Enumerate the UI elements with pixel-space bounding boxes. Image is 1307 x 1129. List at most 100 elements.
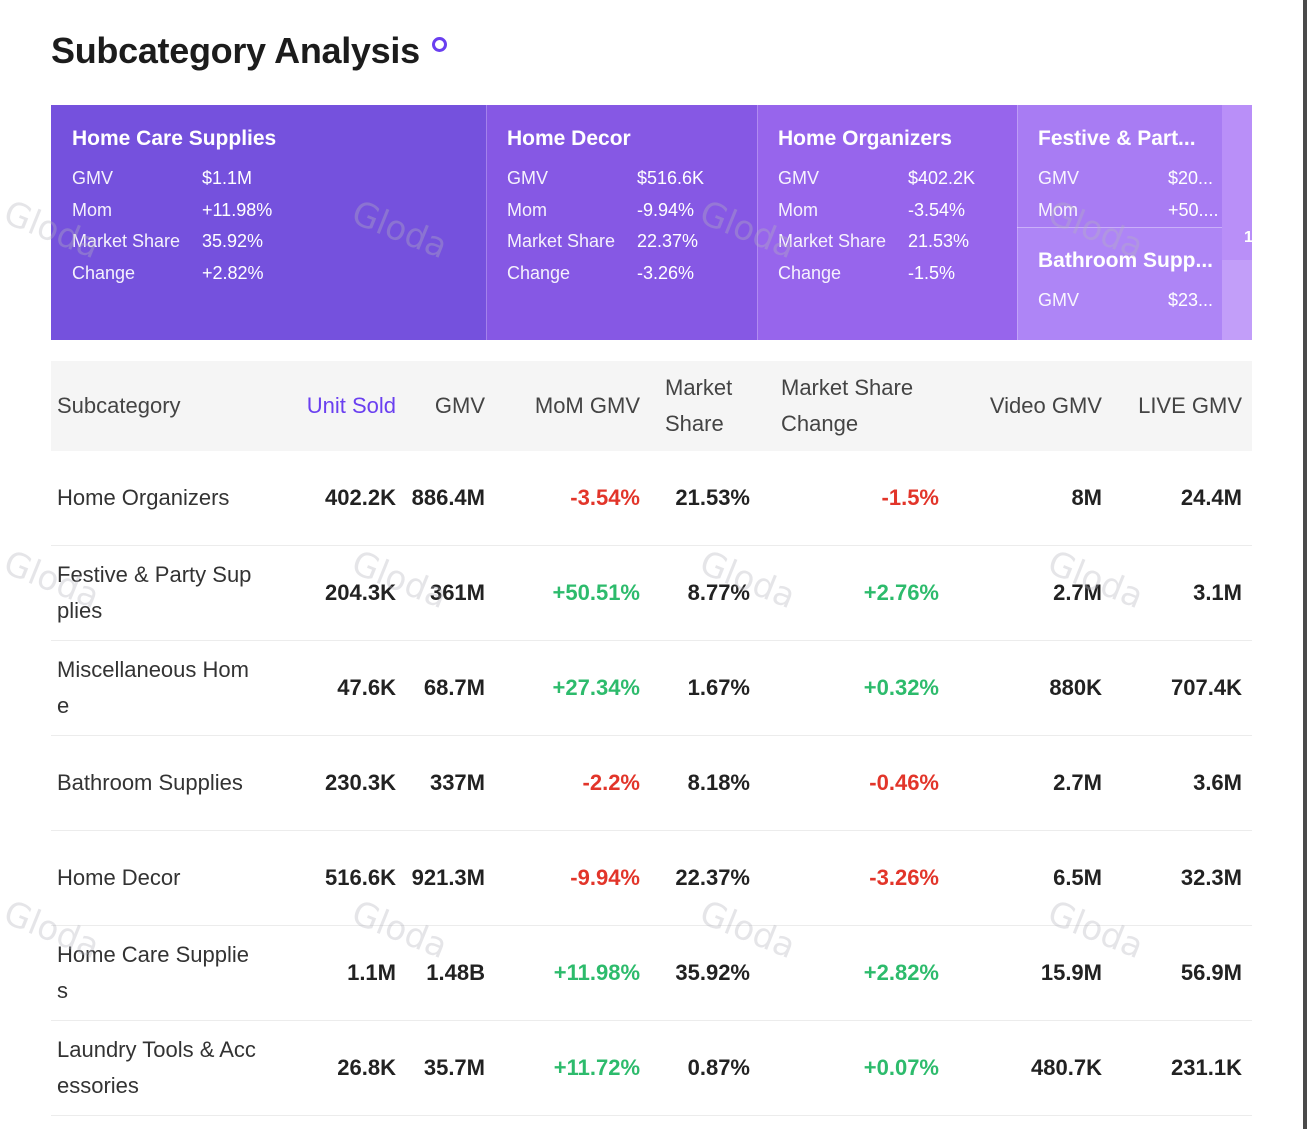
cell-video-gmv: 2.7M	[1053, 770, 1102, 795]
cell-market-share: 22.37%	[675, 865, 750, 890]
cell-live-gmv: 3.1M	[1193, 580, 1242, 605]
cell-subcategory: Bathroom Supplies	[57, 770, 243, 795]
header-subcategory: Subcategory	[57, 393, 181, 418]
tile-gmv-row: GMV $23...	[1038, 285, 1222, 317]
cell-market-share: 0.87%	[687, 1055, 750, 1080]
cell-market-share-change: +2.76%	[863, 580, 939, 605]
tile-key: GMV	[507, 168, 549, 188]
header-market-share-change[interactable]: Market Share Change	[781, 375, 914, 436]
tile-divider	[486, 105, 487, 340]
cell-live-gmv: 56.9M	[1180, 960, 1242, 985]
header-video-gmv[interactable]: Video GMV	[989, 393, 1102, 418]
cell-mom-gmv: +50.51%	[552, 580, 640, 605]
cell-live-gmv: 24.4M	[1180, 485, 1242, 510]
cell-market-share: 8.18%	[687, 770, 750, 795]
cell-unit-sold: 230.3K	[325, 770, 396, 795]
cell-video-gmv: 6.5M	[1053, 865, 1102, 890]
header-mom-gmv[interactable]: MoM GMV	[534, 393, 640, 418]
tile-value: +11.98%	[202, 199, 273, 220]
table-row[interactable]: Laundry Tools & Accessories 26.8K 35.7M …	[51, 1021, 1252, 1116]
tile-mom-row: Mom -9.94%	[507, 195, 757, 227]
cell-mom-gmv: -2.2%	[582, 770, 640, 795]
tile-key: Mom	[1038, 199, 1078, 220]
tile-title: Bathroom Supp...	[1038, 249, 1213, 272]
treemap-tile-festive-party[interactable]: Festive & Part... GMV $20... Mom +50....	[1017, 105, 1222, 227]
page-title: Subcategory Analysis	[51, 30, 420, 71]
cell-unit-sold: 516.6K	[325, 865, 396, 890]
tile-divider	[1017, 105, 1018, 340]
table-row[interactable]: Festive & Party Supplies 204.3K 361M +50…	[51, 546, 1252, 641]
tile-value: $1.1M	[202, 168, 253, 188]
cell-subcategory: Miscellaneous Home	[57, 657, 249, 718]
tile-key: Mom	[72, 199, 112, 220]
tile-mom-row: Mom +11.98%	[72, 195, 486, 227]
treemap-tile-small[interactable]: 1	[1222, 105, 1252, 260]
tile-share-row: Market Share 21.53%	[778, 226, 1017, 258]
cell-market-share-change: +2.82%	[863, 960, 939, 985]
cell-gmv: 921.3M	[411, 865, 485, 890]
tile-share-row: Market Share 22.37%	[507, 226, 757, 258]
treemap: Home Care Supplies GMV $1.1M Mom +11.98% M…	[51, 105, 1252, 340]
cell-market-share-change: +0.07%	[863, 1055, 939, 1080]
tile-key: GMV	[778, 168, 820, 188]
info-dot-icon[interactable]	[431, 36, 447, 52]
window-edge	[1303, 0, 1307, 1129]
cell-subcategory: Laundry Tools & Accessories	[57, 1037, 256, 1098]
cell-video-gmv: 2.7M	[1053, 580, 1102, 605]
tile-value: 21.53%	[908, 231, 970, 251]
table-row[interactable]: Bathroom Supplies 230.3K 337M -2.2% 8.18…	[51, 736, 1252, 831]
header-gmv[interactable]: GMV	[434, 393, 485, 418]
cell-subcategory: Home Care Supplies	[57, 942, 249, 1003]
cell-mom-gmv: +11.98%	[553, 960, 640, 985]
cell-live-gmv: 231.1K	[1171, 1055, 1242, 1080]
tile-value: -9.94%	[637, 199, 695, 220]
treemap-tile-small-2[interactable]	[1222, 260, 1252, 340]
tile-value: 35.92%	[202, 231, 264, 251]
cell-gmv: 361M	[429, 580, 485, 605]
tile-key: GMV	[72, 168, 114, 188]
tile-key: Market Share	[778, 231, 887, 251]
cell-video-gmv: 480.7K	[1031, 1055, 1102, 1080]
cell-market-share: 35.92%	[675, 960, 750, 985]
header-unit-sold[interactable]: Unit Sold	[306, 393, 396, 418]
treemap-tile-home-care-supplies[interactable]: Home Care Supplies GMV $1.1M Mom +11.98% M…	[51, 105, 486, 340]
cell-gmv: 886.4M	[411, 485, 485, 510]
tile-value: $23...	[1168, 290, 1214, 310]
tile-key: Market Share	[72, 231, 181, 251]
tile-small-label: 1	[1244, 229, 1252, 246]
tile-gmv-row: GMV $20...	[1038, 163, 1222, 195]
table-row[interactable]: Home Care Supplies 1.1M 1.48B +11.98% 35…	[51, 926, 1252, 1021]
cell-subcategory: Home Organizers	[57, 485, 230, 510]
header-market-share[interactable]: Market Share	[665, 375, 733, 436]
cell-live-gmv: 32.3M	[1180, 865, 1242, 890]
cell-mom-gmv: -9.94%	[570, 865, 640, 890]
tile-divider	[757, 105, 758, 340]
cell-subcategory: Home Decor	[57, 865, 181, 890]
table-row[interactable]: Home Organizers 402.2K 886.4M -3.54% 21.…	[51, 451, 1252, 546]
tile-title: Home Decor	[507, 127, 631, 150]
cell-market-share-change: +0.32%	[863, 675, 939, 700]
table-row[interactable]: Miscellaneous Home 47.6K 68.7M +27.34% 1…	[51, 641, 1252, 736]
tile-change-row: Change +2.82%	[72, 258, 486, 290]
tile-value: -3.54%	[908, 199, 966, 220]
tile-key: Change	[72, 262, 136, 283]
cell-market-share-change: -1.5%	[881, 485, 939, 510]
cell-gmv: 337M	[429, 770, 485, 795]
cell-unit-sold: 1.1M	[347, 960, 396, 985]
cell-market-share: 1.67%	[687, 675, 750, 700]
tile-share-row: Market Share 35.92%	[72, 226, 486, 258]
cell-video-gmv: 15.9M	[1040, 960, 1102, 985]
section-header: Subcategory Analysis	[51, 30, 447, 72]
cell-market-share-change: -3.26%	[869, 865, 939, 890]
cell-unit-sold: 204.3K	[325, 580, 396, 605]
tile-key: GMV	[1038, 168, 1080, 188]
treemap-tile-home-decor[interactable]: Home Decor GMV $516.6K Mom -9.94% Market S…	[486, 105, 757, 340]
table-header: Subcategory Unit Sold GMV MoM GMV Market…	[51, 361, 1252, 451]
header-live-gmv[interactable]: LIVE GMV	[1138, 393, 1242, 418]
treemap-tile-bathroom-supplies[interactable]: Bathroom Supp... GMV $23...	[1017, 227, 1222, 340]
treemap-tile-home-organizers[interactable]: Home Organizers GMV $402.2K Mom -3.54% Mar…	[757, 105, 1017, 340]
tile-key: Mom	[778, 199, 818, 220]
table-row[interactable]: Home Decor 516.6K 921.3M -9.94% 22.37% -…	[51, 831, 1252, 926]
cell-video-gmv: 880K	[1049, 675, 1102, 700]
tile-value: 22.37%	[637, 231, 699, 251]
